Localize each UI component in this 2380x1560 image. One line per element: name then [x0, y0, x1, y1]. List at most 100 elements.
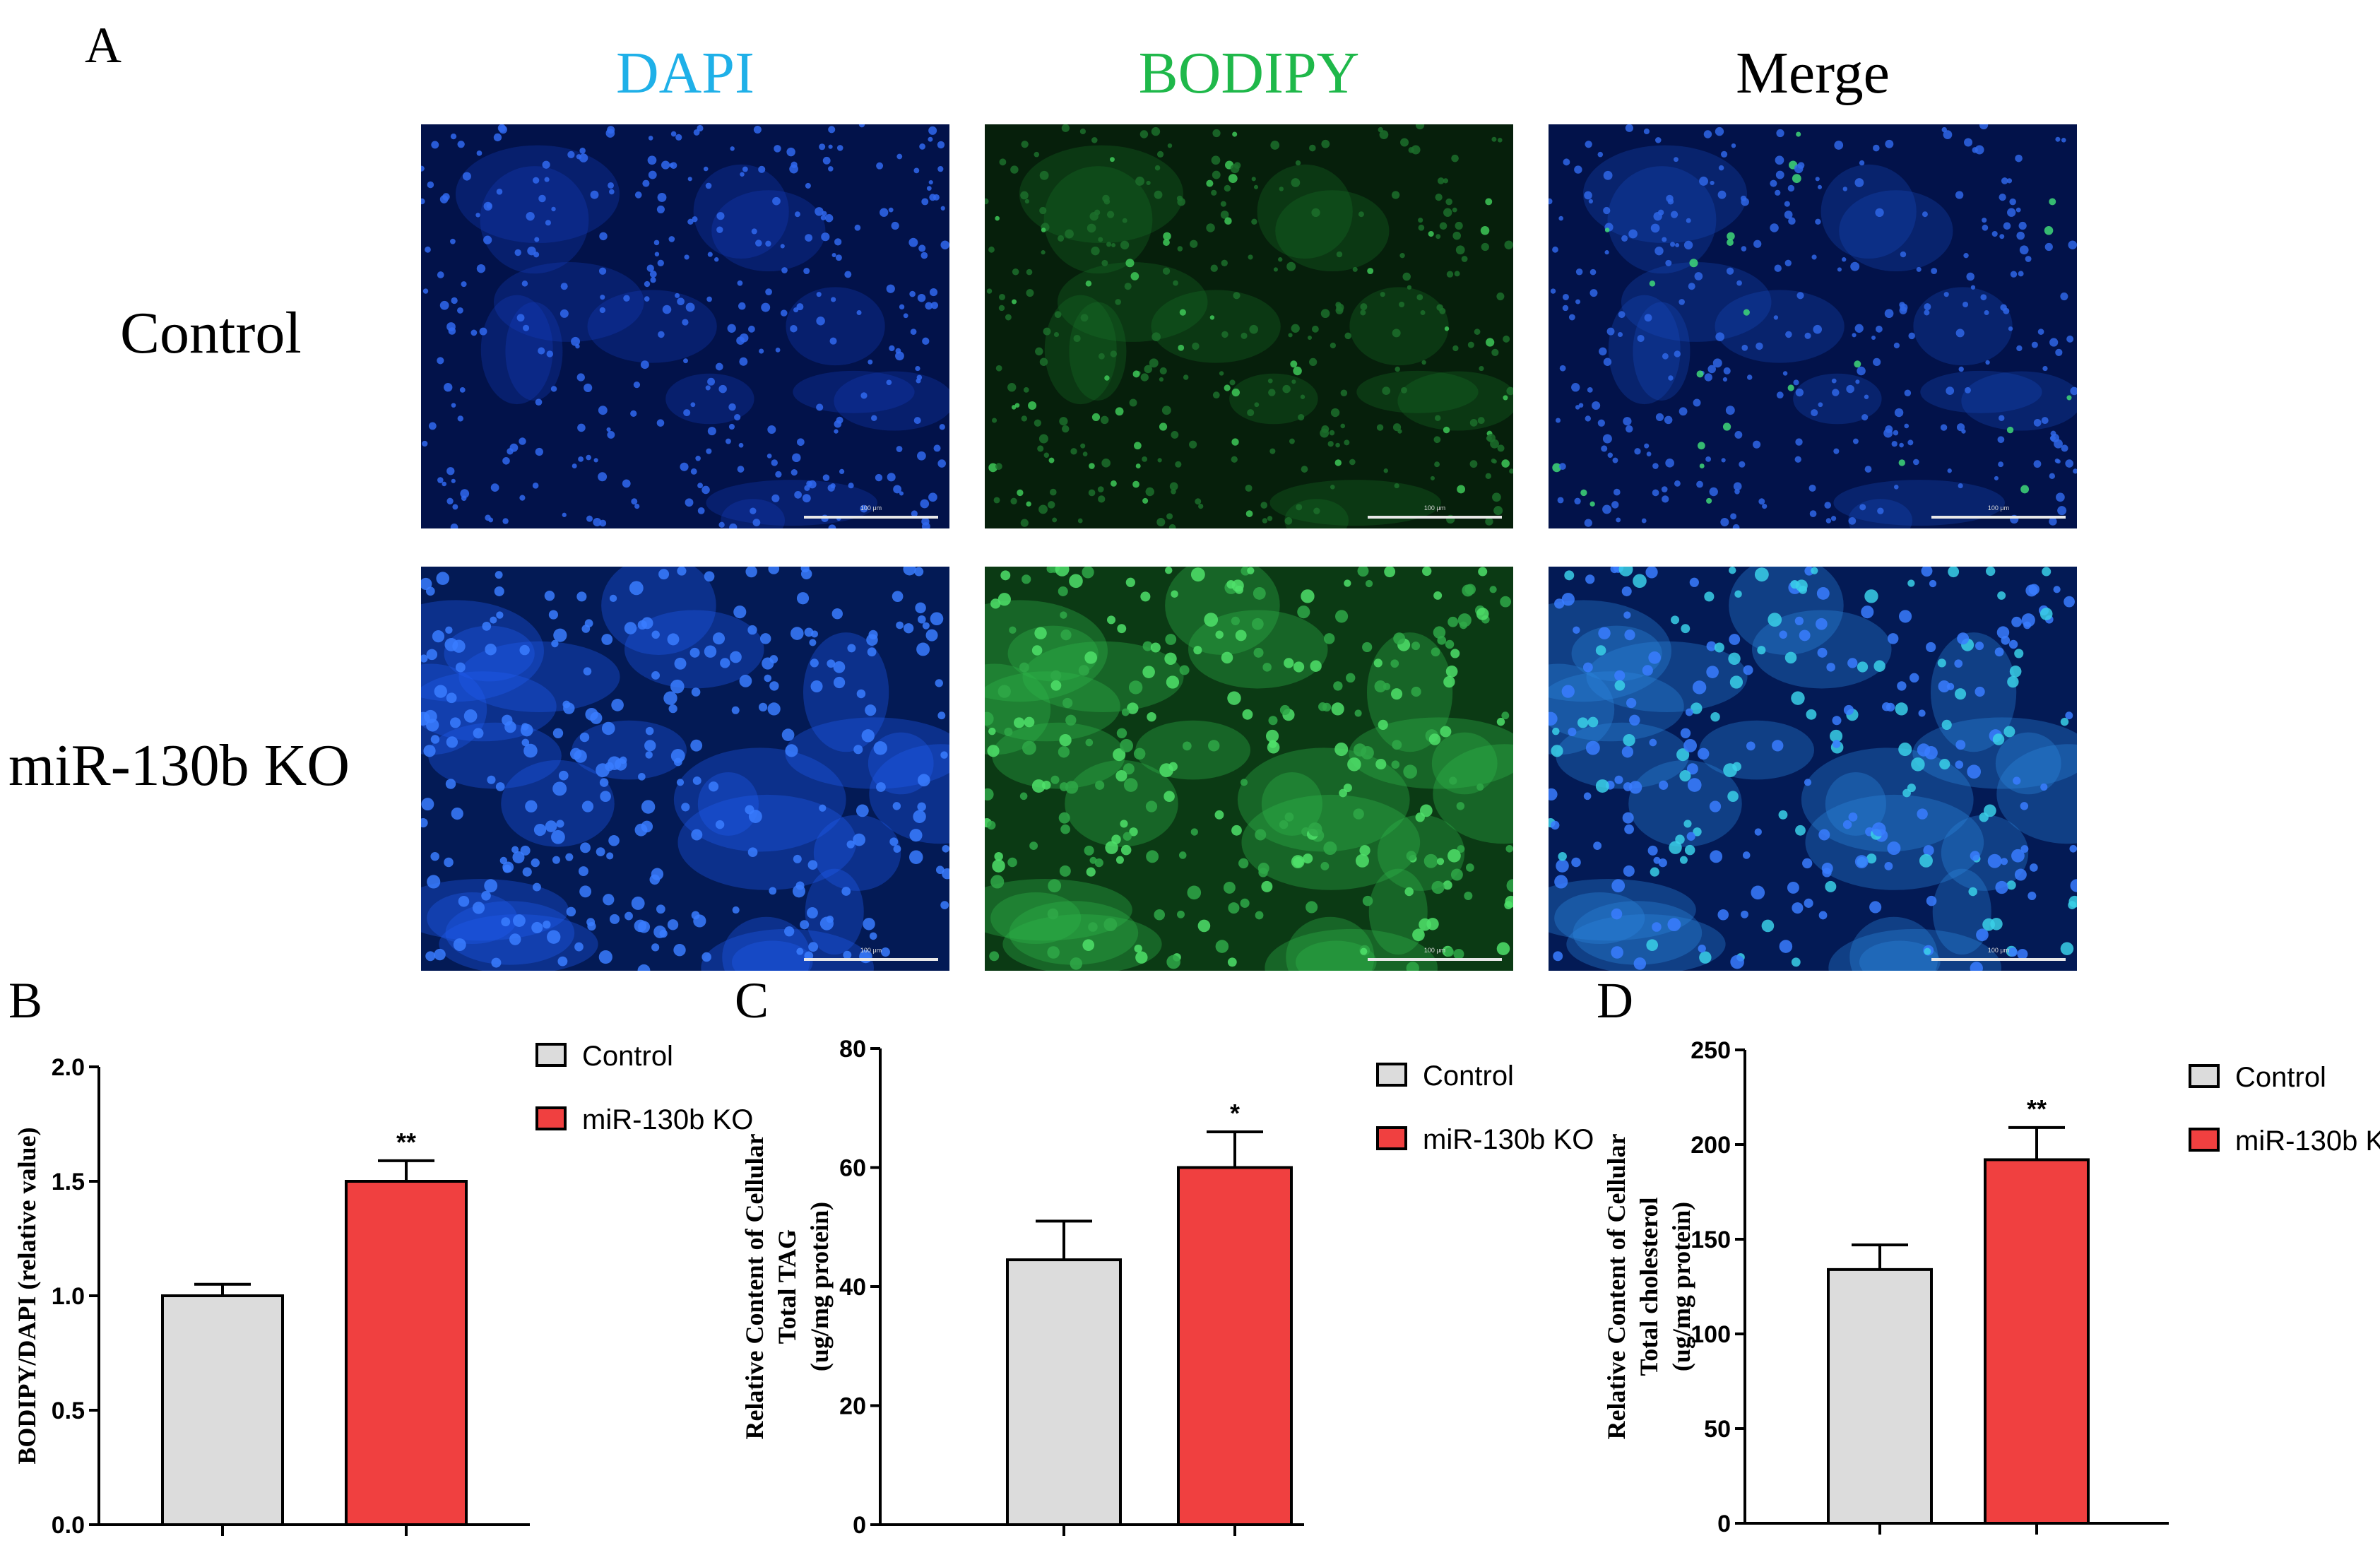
row-header-mir130b-ko: miR-130b KO	[8, 736, 350, 796]
cell-nucleus	[1297, 605, 1310, 618]
cell-nucleus	[2020, 802, 2028, 810]
cell-nucleus	[1050, 489, 1057, 496]
cell-nucleus	[2009, 640, 2018, 649]
cell-nucleus	[1710, 488, 1718, 496]
cell-nucleus	[608, 835, 620, 846]
cell-nucleus	[1689, 259, 1698, 267]
cell-nucleus	[567, 907, 576, 916]
cell-nucleus	[521, 739, 529, 747]
cell-nucleus	[1899, 610, 1912, 622]
cell-nucleus	[1236, 630, 1247, 641]
cell-nucleus	[1360, 948, 1367, 955]
cell-nucleus	[2055, 137, 2060, 142]
cell-nucleus	[1249, 325, 1258, 334]
cell-nucleus	[1501, 459, 1510, 468]
scale-bar-label: 100 μm	[1424, 504, 1445, 512]
cell-nucleus	[1178, 246, 1183, 252]
cell-nucleus	[630, 410, 637, 417]
cell-nucleus	[828, 166, 833, 171]
cell-nucleus	[1170, 483, 1178, 491]
cell-nucleus	[811, 680, 823, 692]
cell-nucleus	[1142, 456, 1147, 462]
cell-nucleus	[551, 830, 565, 844]
cell-nucleus	[987, 288, 992, 293]
cell-nucleus	[1098, 495, 1105, 502]
cell-nucleus	[791, 162, 797, 168]
cell-nucleus	[1601, 445, 1607, 451]
cell-nucleus	[1491, 137, 1496, 142]
cell-nucleus	[1854, 360, 1861, 367]
cell-nucleus	[1855, 855, 1869, 868]
cell-nucleus	[525, 800, 537, 812]
cell-nucleus	[1894, 343, 1900, 348]
cell-nucleus	[1727, 268, 1734, 275]
cell-nucleus	[1751, 886, 1765, 900]
cell-nucleus	[1451, 869, 1463, 881]
cell-nucleus	[775, 471, 781, 478]
cell-nucleus	[1563, 294, 1569, 300]
cell-nucleus	[1994, 476, 1999, 480]
cell-nucleus	[2060, 292, 2068, 300]
cell-nucleus	[834, 238, 841, 245]
cell-nucleus	[1871, 336, 1876, 340]
cell-nucleus	[1775, 155, 1784, 165]
cell-nucleus	[1668, 375, 1673, 380]
cell-nucleus	[771, 459, 778, 466]
significance-marker: **	[2027, 1094, 2047, 1123]
cell-nucleus	[644, 296, 650, 302]
cell-nucleus	[594, 458, 598, 462]
cell-nucleus	[482, 622, 491, 631]
cell-nucleus	[1584, 793, 1592, 800]
cell-nucleus	[874, 741, 887, 755]
cell-nucleus	[1939, 759, 1950, 769]
cell-nucleus	[495, 586, 504, 596]
cell-nucleus	[502, 457, 510, 465]
cell-nucleus	[2022, 613, 2035, 627]
cell-nucleus	[1792, 957, 1801, 967]
cell-nucleus	[1125, 259, 1134, 267]
cell-nucleus	[549, 610, 558, 619]
cell-nucleus	[1285, 812, 1294, 822]
cell-nucleus	[1135, 951, 1147, 963]
cell-nucleus	[1291, 379, 1296, 384]
cell-nucleus	[1440, 223, 1447, 230]
cell-nucleus	[1622, 586, 1632, 596]
cell-nucleus	[512, 851, 524, 863]
cell-nucleus	[1231, 456, 1238, 463]
cell-nucleus	[1335, 459, 1342, 466]
cell-nucleus	[1623, 812, 1634, 824]
cell-nucleus	[1859, 504, 1866, 510]
cell-nucleus	[557, 957, 567, 967]
cell-nucleus	[1335, 610, 1348, 622]
cell-nucleus	[1963, 253, 1968, 258]
cell-nucleus	[1872, 822, 1886, 837]
cell-nucleus	[1795, 456, 1801, 463]
cell-nucleus	[1375, 759, 1386, 769]
cell-nucleus	[1598, 152, 1604, 158]
cell-nucleus	[2011, 271, 2017, 277]
cell-nucleus	[442, 482, 446, 487]
cell-nucleus	[578, 456, 584, 462]
cell-nucleus	[1000, 570, 1010, 580]
cell-nucleus	[1729, 567, 1736, 574]
cell-nucleus	[649, 136, 653, 141]
cell-nucleus	[450, 239, 456, 244]
cell-nucleus	[600, 295, 605, 300]
cell-nucleus	[1988, 854, 2002, 868]
cell-nucleus	[632, 897, 645, 910]
cell-nucleus	[1208, 740, 1219, 751]
cell-nucleus	[1585, 141, 1592, 148]
cell-nucleus	[1679, 299, 1685, 305]
cell-nucleus	[440, 301, 449, 310]
cell-nucleus	[1354, 709, 1361, 716]
cell-nucleus	[1313, 507, 1320, 514]
cell-nucleus	[1210, 315, 1214, 319]
cell-nucleus	[423, 288, 428, 293]
cell-nucleus	[1106, 242, 1111, 247]
cell-nucleus	[1212, 171, 1221, 179]
cell-nucleus	[1180, 665, 1190, 675]
cell-nucleus	[523, 868, 532, 877]
cell-nucleus	[1151, 642, 1161, 652]
cell-nucleus	[1383, 683, 1390, 690]
cell-nucleus	[1135, 945, 1142, 952]
